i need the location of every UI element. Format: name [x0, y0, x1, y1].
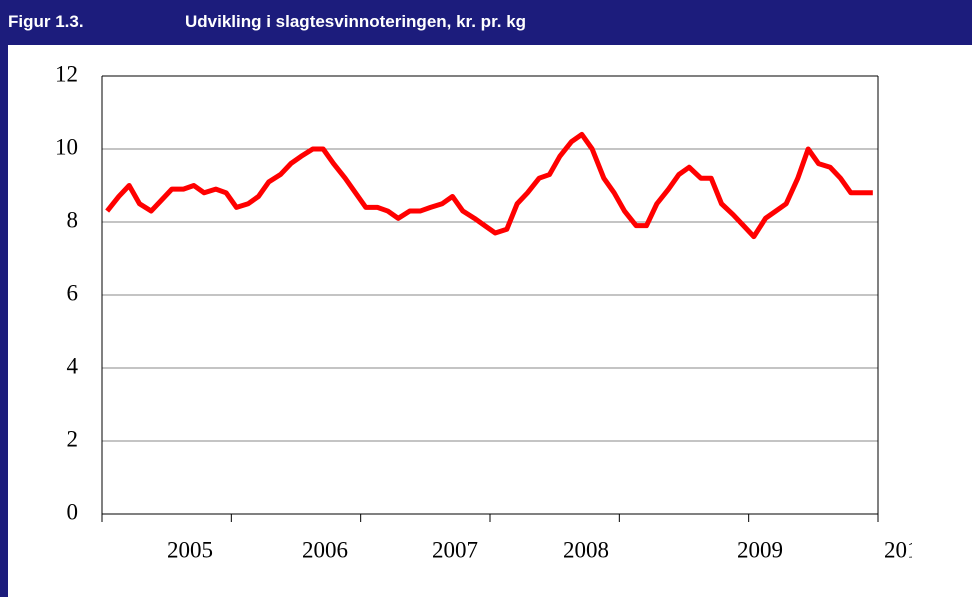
- left-border: [0, 45, 8, 597]
- y-tick-label: 6: [67, 280, 79, 305]
- y-tick-label: 4: [67, 353, 79, 378]
- x-tick-label: 2008: [563, 537, 609, 562]
- y-tick-label: 8: [67, 207, 79, 232]
- y-tick-label: 0: [67, 499, 79, 524]
- x-tick-label: 2005: [167, 537, 213, 562]
- figure-label: Figur 1.3.: [8, 12, 84, 31]
- x-tick-label: 2007: [432, 537, 478, 562]
- y-tick-label: 10: [55, 134, 78, 159]
- y-tick-label: 2: [67, 426, 79, 451]
- x-tick-label: 2009: [737, 537, 783, 562]
- figure-title: Udvikling i slagtesvinnoteringen, kr. pr…: [185, 12, 527, 31]
- y-tick-label: 12: [55, 61, 78, 86]
- x-tick-label: 2006: [302, 537, 348, 562]
- data-line: [105, 131, 873, 240]
- x-tick-label: 2010: [884, 537, 930, 562]
- plot: 0 2 4 6 8 10 12 2005 2006 2007 2008 2009 2010: [55, 61, 930, 562]
- header: Figur 1.3. Udvikling i slagtesvinnoterin…: [0, 0, 972, 45]
